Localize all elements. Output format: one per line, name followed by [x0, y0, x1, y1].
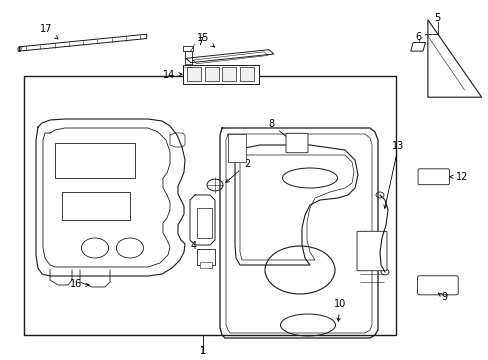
FancyBboxPatch shape [417, 276, 457, 295]
Bar [227, 134, 245, 162]
Text: 1: 1 [200, 346, 205, 356]
Text: 6: 6 [414, 32, 420, 42]
Text: 12: 12 [449, 172, 468, 182]
Bar [24, 76, 395, 335]
Text: 8: 8 [268, 119, 297, 146]
Bar [55, 143, 135, 178]
Bar [204, 67, 218, 81]
Bar [187, 67, 201, 81]
Text: 7: 7 [197, 37, 203, 48]
Bar [197, 249, 215, 265]
Text: 11: 11 [357, 231, 371, 261]
FancyBboxPatch shape [417, 169, 448, 185]
Text: 15: 15 [196, 33, 214, 47]
Text: 3: 3 [200, 257, 205, 267]
Text: 1: 1 [200, 346, 205, 356]
Text: 5: 5 [434, 13, 440, 23]
Bar [240, 67, 253, 81]
FancyBboxPatch shape [285, 133, 307, 153]
Bar [197, 208, 212, 238]
Bar [62, 192, 130, 220]
Text: 2: 2 [225, 159, 249, 183]
Bar [184, 51, 191, 65]
Text: 14: 14 [162, 69, 182, 80]
Text: 16: 16 [69, 279, 89, 289]
Bar [183, 46, 193, 51]
FancyBboxPatch shape [356, 231, 386, 271]
Text: 13: 13 [383, 141, 404, 208]
Bar [185, 64, 190, 70]
Text: 10: 10 [333, 299, 346, 321]
Text: 17: 17 [40, 24, 58, 39]
Bar [183, 65, 259, 84]
Text: 4: 4 [190, 223, 203, 251]
Bar [200, 262, 212, 268]
Bar [222, 67, 236, 81]
Text: 9: 9 [437, 292, 446, 302]
